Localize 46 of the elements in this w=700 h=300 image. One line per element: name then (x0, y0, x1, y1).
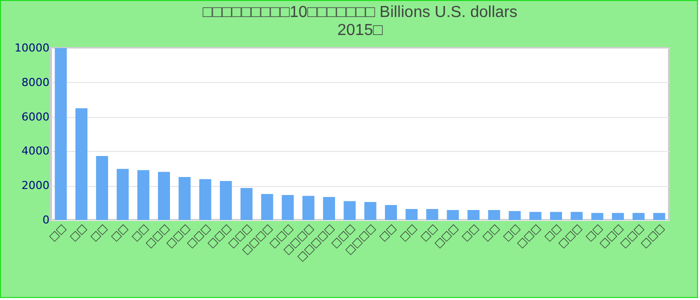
bar (54, 48, 67, 220)
bar (323, 196, 336, 220)
bar (137, 170, 150, 220)
bar (364, 202, 376, 220)
text: 2015□ (337, 22, 383, 39)
bar (220, 180, 232, 220)
bar (116, 168, 129, 220)
x-tick-label: □□ (68, 222, 90, 244)
bar (529, 212, 542, 220)
bar (240, 188, 253, 220)
y-tick-label: 0 (42, 214, 50, 226)
bar (75, 108, 88, 220)
x-tick-label: □□ (88, 222, 110, 244)
bar (158, 172, 170, 220)
bar (344, 201, 356, 220)
bar (508, 211, 521, 220)
bar (446, 210, 459, 220)
bar (612, 212, 624, 220)
bar (282, 195, 294, 220)
bar (302, 196, 314, 220)
x-tick-label: □□ (460, 222, 482, 244)
bar (591, 212, 604, 220)
bar (426, 208, 438, 220)
bar (632, 212, 645, 220)
bar (467, 210, 480, 220)
y-tick-label: 4000 (22, 144, 50, 158)
bar (384, 205, 397, 220)
x-tick-label: □□ (109, 222, 130, 244)
bar (96, 156, 108, 220)
x-tick-label: □□ (47, 222, 69, 244)
x-tick-label: □□ (378, 222, 399, 244)
bar (488, 210, 500, 220)
y-tick-label: 6000 (22, 110, 50, 124)
x-tick-label: □□ (480, 222, 502, 244)
bar (570, 212, 583, 220)
bar (261, 194, 274, 220)
y-tick-label: 10000 (14, 42, 50, 54)
x-tick-label: □□ (398, 222, 420, 244)
bar (653, 212, 666, 220)
bar (199, 179, 212, 220)
bar (178, 177, 191, 220)
text: □□□□□□□□□10□□□□□□□ Billions U.S. dollars (202, 4, 518, 21)
y-tick-label: 8000 (22, 76, 50, 89)
bar (406, 208, 418, 220)
y-tick-label: 2000 (22, 179, 50, 192)
bar (550, 212, 562, 220)
